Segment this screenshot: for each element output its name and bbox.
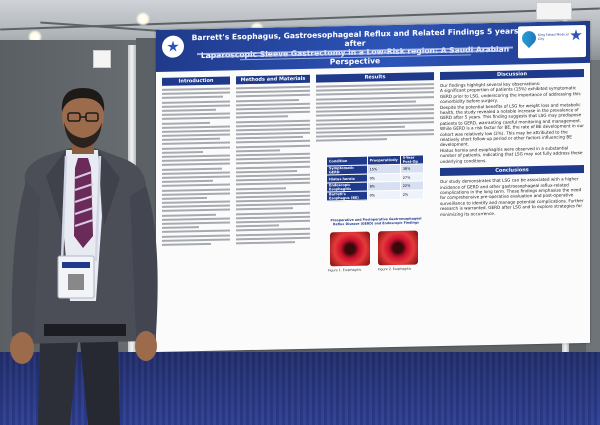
methods-text bbox=[236, 85, 310, 245]
table-cell: 2% bbox=[400, 189, 424, 200]
figure-1-label: Figure 1. Esophagitis bbox=[328, 267, 362, 273]
section-heading-results: Results bbox=[316, 72, 434, 83]
endoscopy-image-2 bbox=[378, 230, 418, 266]
column-introduction: Introduction bbox=[162, 76, 230, 248]
presenter-person bbox=[10, 88, 158, 425]
figure-2-label: Figure 2. Esophagitis bbox=[378, 266, 412, 272]
section-heading-introduction: Introduction bbox=[162, 76, 230, 86]
figure-caption: Preoperative and Postoperative Gastroeso… bbox=[330, 216, 422, 227]
column-discussion: Discussion Our findings highlight severa… bbox=[440, 69, 584, 217]
section-heading-discussion: Discussion bbox=[440, 69, 584, 81]
endoscopy-image-1 bbox=[330, 231, 370, 267]
section-heading-methods: Methods and Materials bbox=[236, 74, 310, 85]
board-number-tag bbox=[93, 50, 111, 68]
table-cell: Barrett's Esophagus (BE) bbox=[326, 191, 368, 201]
column-methods: Methods and Materials bbox=[236, 74, 310, 247]
ceiling-light bbox=[136, 12, 150, 26]
table-row: Barrett's Esophagus (BE) 0% 2% bbox=[326, 189, 424, 201]
board-number-tag bbox=[536, 2, 572, 20]
discussion-paragraph: While GERD is a risk factor for BE, the … bbox=[440, 123, 584, 148]
results-text bbox=[316, 83, 434, 143]
column-results: Results bbox=[316, 72, 434, 144]
results-table: Condition Preoperatively 5-Year Post-Op … bbox=[326, 154, 424, 201]
research-poster: Barrett's Esophagus, Gastroesophageal Re… bbox=[156, 20, 590, 352]
discussion-paragraph: Hiatus hernia and esophagitis were obser… bbox=[440, 145, 583, 164]
discussion-text: Our findings highlight several key obser… bbox=[440, 80, 584, 164]
conclusions-text: Our study demonstrates that LSG can be a… bbox=[440, 176, 584, 217]
discussion-paragraph: Despite the potential benefits of LSG fo… bbox=[440, 101, 582, 126]
hospital-logo-text: King Fahad Medical City bbox=[538, 32, 569, 41]
section-heading-conclusions: Conclusions bbox=[440, 165, 584, 177]
table-cell: 0% bbox=[367, 190, 401, 201]
introduction-text bbox=[162, 87, 230, 246]
